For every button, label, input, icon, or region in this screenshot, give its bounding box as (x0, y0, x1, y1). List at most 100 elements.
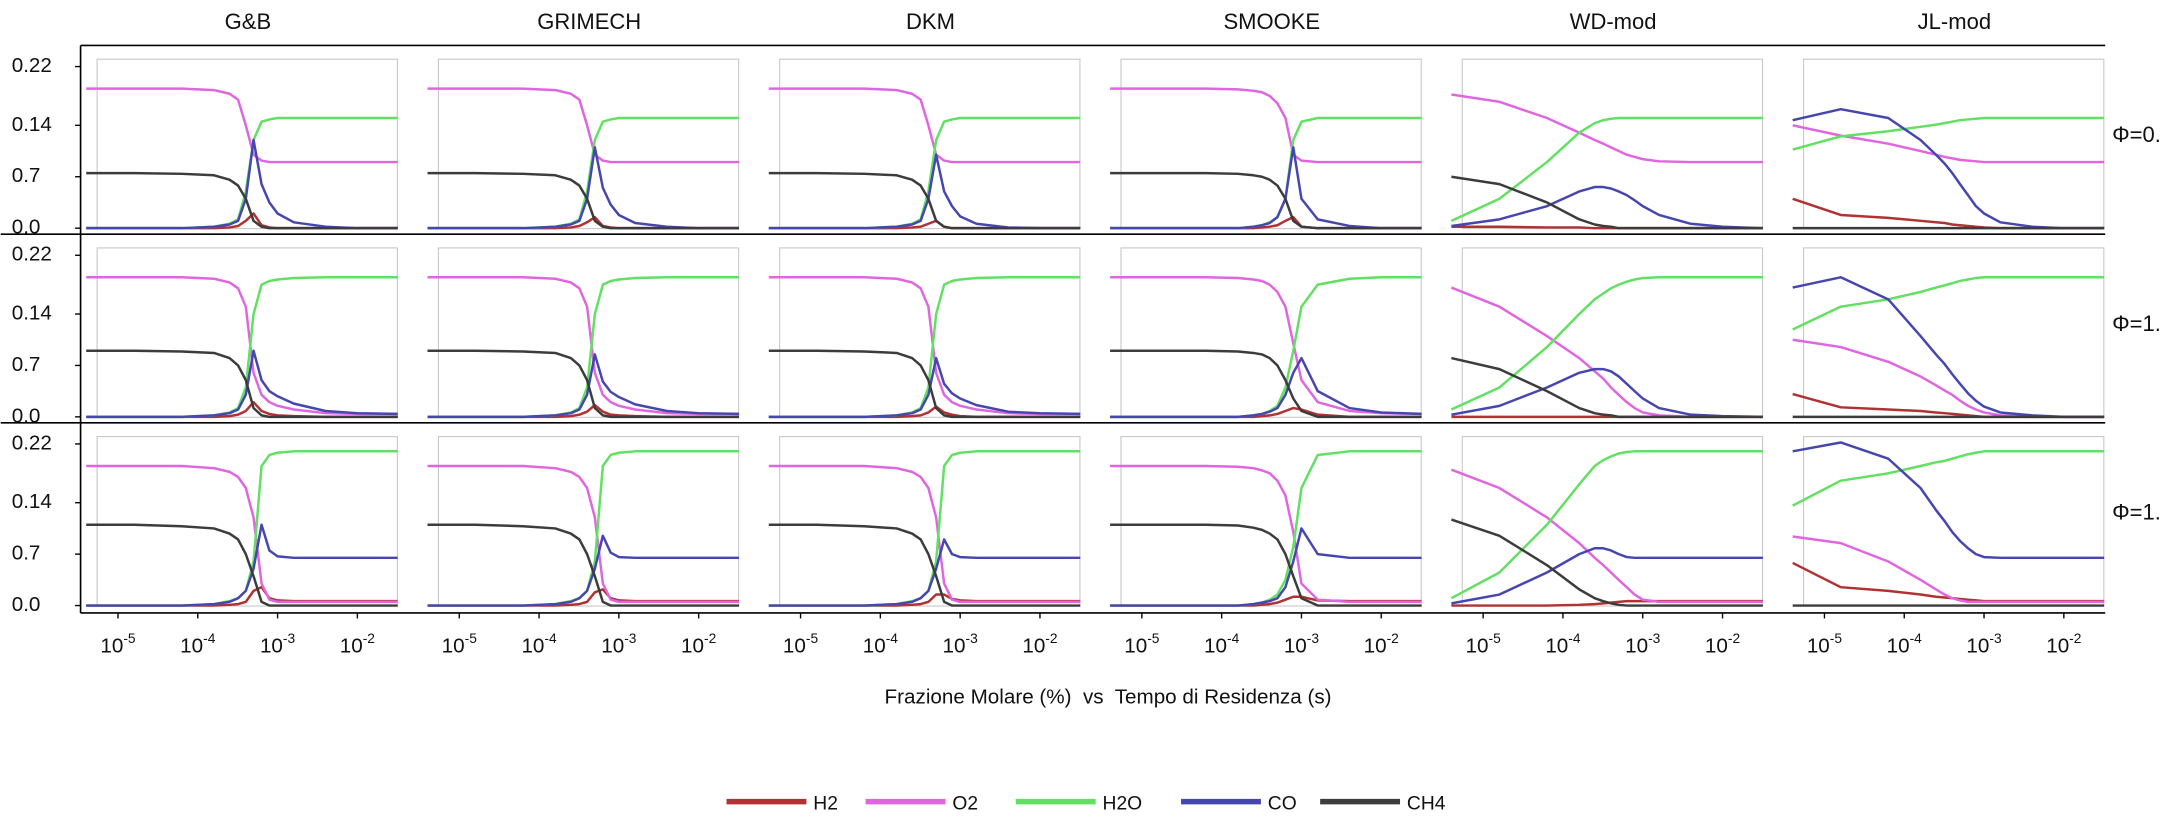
series-line (1792, 392, 2105, 419)
series-line (1792, 107, 2105, 230)
y-tick-label: 0.7 (12, 542, 41, 565)
plot-area (1461, 247, 1764, 418)
series-line (768, 356, 1081, 419)
series-line (86, 523, 398, 607)
plot-area (1461, 58, 1764, 230)
series-line (427, 353, 739, 419)
x-tick-label: 10-2 (1022, 631, 1057, 658)
series-line (86, 349, 398, 419)
series-line (1110, 464, 1422, 604)
x-tick-label: 10-4 (521, 631, 557, 658)
x-tick-label: 10-5 (1466, 631, 1502, 658)
x-tick-label: 10-3 (1284, 631, 1320, 658)
row-label: Φ=1.2 (2112, 500, 2161, 525)
series-line (427, 215, 739, 230)
series-line (427, 464, 739, 604)
series-line (427, 349, 739, 419)
x-tick-label: 10-4 (863, 631, 899, 658)
series-line (768, 450, 1081, 607)
series-line (86, 276, 398, 416)
series-line (1110, 171, 1422, 230)
series-line (1450, 468, 1763, 604)
series-line (86, 450, 398, 607)
column-title: DKM (906, 9, 955, 34)
x-tick-label: 10-2 (1705, 631, 1740, 658)
y-tick-label: 0.14 (12, 113, 52, 136)
series-line (1110, 356, 1422, 419)
series-line (768, 276, 1081, 416)
plot-area (1803, 436, 2105, 607)
series-line (427, 171, 739, 230)
legend-label: H2O (1103, 793, 1143, 814)
series-line (427, 403, 739, 419)
plot-area (437, 436, 740, 607)
series-line (427, 450, 739, 607)
y-tick-label: 0.7 (12, 164, 41, 187)
series-line (86, 464, 398, 604)
plot-area (1120, 247, 1422, 418)
series-line (1451, 367, 1763, 419)
legend-label: CO (1268, 793, 1297, 814)
series-line (86, 212, 398, 230)
series-line (1110, 276, 1422, 419)
y-tick-label: 0.22 (12, 54, 52, 77)
x-tick-label: 10-2 (681, 631, 716, 658)
series-line (768, 464, 1081, 604)
x-tick-label: 10-3 (1625, 631, 1661, 658)
series-line (86, 171, 398, 230)
series-line (768, 538, 1081, 607)
plot-area (1803, 58, 2105, 230)
x-tick-label: 10-5 (1807, 631, 1843, 658)
series-line (86, 349, 398, 419)
y-tick-label: 0.14 (12, 490, 52, 513)
y-tick-label: 0.0 (12, 216, 41, 239)
column-title: WD-mod (1570, 9, 1657, 34)
column-title: GRIMECH (537, 9, 641, 34)
column-title: G&B (225, 9, 272, 34)
series-line (1792, 197, 2105, 230)
legend-label: H2 (813, 793, 838, 814)
x-tick-label: 10-5 (1124, 631, 1160, 658)
y-tick-label: 0.22 (12, 243, 52, 266)
y-tick-label: 0.22 (12, 431, 52, 454)
row-label: Φ=1.0 (2112, 311, 2161, 336)
column-title: JL-mod (1918, 9, 1991, 34)
y-tick-label: 0.0 (12, 404, 41, 427)
series-line (768, 87, 1081, 164)
plot-area (779, 247, 1081, 418)
series-line (1792, 276, 2105, 419)
series-line (427, 588, 739, 607)
x-tick-label: 10-4 (1545, 631, 1581, 658)
series-line (1792, 535, 2105, 604)
plot-area (437, 247, 740, 418)
series-line (1451, 356, 1763, 419)
legend-label: O2 (952, 793, 978, 814)
series-line (427, 276, 739, 416)
plot-area (779, 58, 1081, 230)
series-line (86, 523, 398, 607)
plot-area (1120, 436, 1422, 607)
series-line (1110, 87, 1422, 164)
series-line (768, 349, 1081, 419)
x-tick-label: 10-4 (1887, 631, 1923, 658)
series-line (1110, 450, 1422, 607)
series-line (768, 523, 1081, 607)
series-line (1451, 185, 1763, 230)
x-tick-label: 10-3 (601, 631, 637, 658)
x-tick-label: 10-2 (340, 631, 375, 658)
series-line (1792, 441, 2105, 560)
y-tick-label: 0.14 (12, 301, 52, 324)
series-line (1792, 338, 2105, 419)
x-tick-label: 10-3 (260, 631, 296, 658)
x-axis-label: Frazione Molare (%) vs Tempo di Residenz… (885, 686, 1332, 709)
series-line (1450, 450, 1763, 600)
plot-area (96, 247, 398, 418)
series-line (86, 138, 398, 230)
series-line (1792, 116, 2105, 151)
y-tick-label: 0.7 (12, 353, 41, 376)
y-tick-label: 0.0 (12, 593, 41, 616)
series-line (1792, 450, 2105, 507)
series-line (1451, 547, 1763, 605)
